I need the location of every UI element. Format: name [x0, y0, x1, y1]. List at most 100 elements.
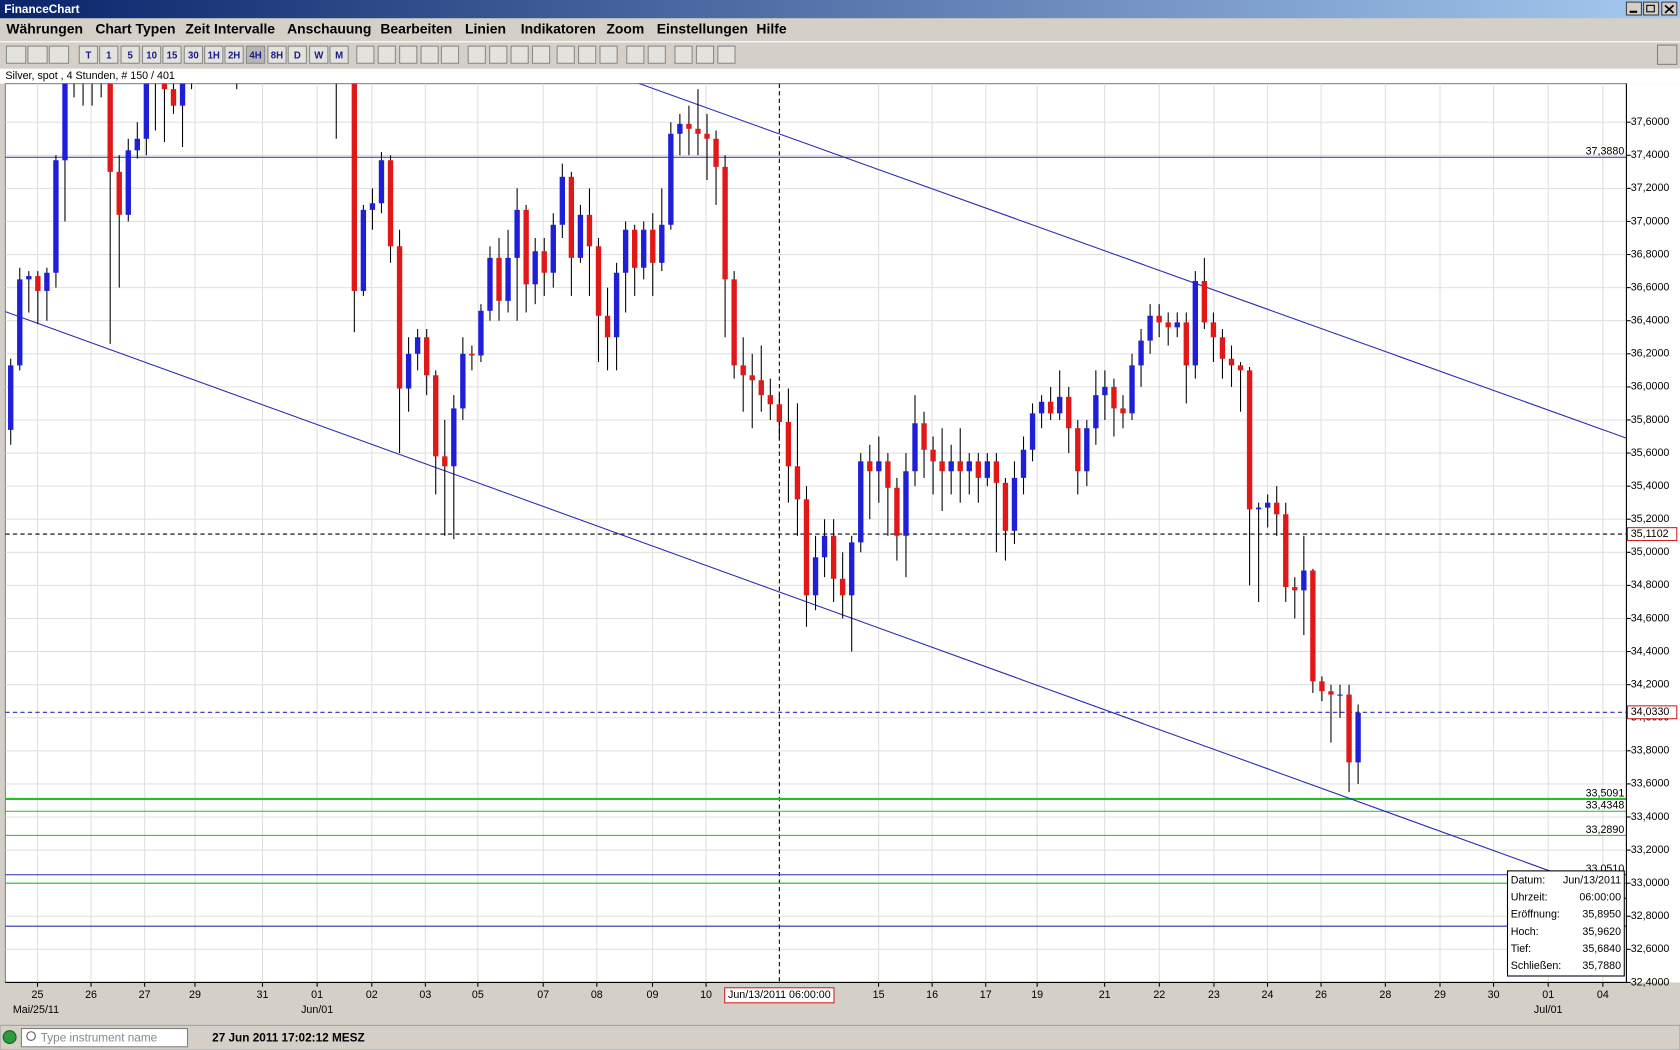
toolbar-icon[interactable]	[399, 45, 418, 64]
toolbar-icon[interactable]	[647, 45, 666, 64]
info-label: Tief:	[1511, 943, 1531, 955]
menu-item[interactable]: Zeit Intervalle	[185, 21, 275, 37]
search-box[interactable]	[20, 1028, 189, 1048]
menu-item[interactable]: Bearbeiten	[380, 21, 452, 37]
toolbar-icon[interactable]	[510, 45, 529, 64]
timeframe-button[interactable]	[329, 45, 349, 64]
candle-body	[17, 279, 23, 366]
timeframe-button[interactable]	[267, 45, 287, 64]
candle-body	[1346, 694, 1352, 763]
info-value: 35,7880	[1582, 960, 1621, 972]
timeframe-button[interactable]	[99, 45, 119, 64]
candle-body	[550, 224, 556, 273]
info-line-bg	[0, 68, 1680, 84]
candle-body	[1201, 281, 1208, 323]
candle-body	[179, 83, 186, 106]
x-tick-label: 01	[1542, 989, 1554, 1001]
x-tick-label: 21	[1099, 989, 1111, 1001]
chart-title: Silver, spot , 4 Stunden, # 150 / 401	[5, 70, 175, 82]
menu-item[interactable]: Hilfe	[756, 21, 786, 37]
candle-body	[360, 209, 367, 291]
x-tick-label: 16	[926, 989, 938, 1001]
candle-body	[1174, 322, 1180, 328]
toolbar-icon[interactable]	[599, 45, 618, 64]
candle-body	[1183, 322, 1189, 366]
x-tick-label: 09	[647, 989, 659, 1001]
timeframe-button[interactable]	[141, 45, 162, 64]
menu-item[interactable]: Chart Typen	[95, 21, 175, 37]
y-tick-label: 34,2000	[1631, 678, 1670, 690]
timeframe-button[interactable]	[245, 45, 266, 64]
timeframe-button[interactable]	[78, 45, 99, 64]
candle-body	[1129, 365, 1135, 414]
candle-body	[984, 461, 991, 478]
toolbar-icon[interactable]	[420, 45, 439, 64]
menu-item[interactable]: Indikatoren	[521, 21, 596, 37]
info-box-bg	[1506, 870, 1625, 977]
candle-body	[1120, 408, 1126, 414]
timeframe-button[interactable]	[309, 45, 329, 64]
toolbar-icon[interactable]	[5, 45, 27, 64]
timeframe-button[interactable]	[120, 45, 140, 64]
candle-body	[496, 257, 502, 301]
minimize-button[interactable]	[1625, 1, 1642, 16]
candle-body	[731, 279, 737, 366]
timeframe-button[interactable]	[287, 45, 307, 64]
y-tick-label: 32,4000	[1631, 976, 1670, 988]
toolbar-icon[interactable]	[556, 45, 575, 64]
info-value: 06:00:00	[1579, 892, 1621, 904]
status-datetime: 27 Jun 2011 17:02:12 MESZ	[212, 1031, 365, 1044]
candle-body	[1038, 401, 1045, 414]
timeframe-button[interactable]	[162, 45, 182, 64]
toolbar-icon[interactable]	[377, 45, 396, 64]
candle-body	[577, 214, 584, 258]
toolbar-icon[interactable]	[356, 45, 375, 64]
x-tick-label: 30	[1488, 989, 1500, 1001]
candle-body	[1274, 502, 1280, 515]
candle-body	[704, 133, 710, 139]
y-tick-label: 34,6000	[1631, 612, 1670, 624]
y-tick-label: 36,0000	[1631, 381, 1670, 393]
window-buttons[interactable]	[1625, 1, 1678, 16]
y-tick-label: 34,8000	[1631, 579, 1670, 591]
menu-item[interactable]: Zoom	[606, 21, 644, 37]
timeframe-button[interactable]	[183, 45, 204, 64]
toolbar-icon[interactable]	[489, 45, 508, 64]
toolbar-icon[interactable]	[626, 45, 645, 64]
menu-item[interactable]: Anschauung	[287, 21, 371, 37]
timeframe-button[interactable]	[224, 45, 244, 64]
x-tick-label: 29	[189, 989, 201, 1001]
candle-body	[424, 337, 430, 376]
timeframe-label: 8H	[271, 50, 283, 61]
candle-body	[351, 83, 358, 291]
toolbar-icon[interactable]	[27, 45, 48, 64]
candle-body	[939, 461, 945, 472]
menu-item[interactable]: Einstellungen	[657, 21, 748, 37]
candle-body	[912, 423, 918, 472]
toolbar-icon[interactable]	[674, 45, 693, 64]
timeframe-button[interactable]	[204, 45, 224, 64]
toolbar-icon[interactable]	[717, 45, 736, 64]
toolbar-icon[interactable]	[467, 45, 486, 64]
candle-body	[1093, 395, 1099, 429]
y-tick-label: 32,8000	[1631, 910, 1670, 922]
candle-body	[378, 160, 385, 204]
y-tick-label: 33,4000	[1631, 811, 1670, 823]
candle-body	[641, 229, 647, 268]
candle-body	[387, 160, 394, 247]
x-tick-label: 28	[1379, 989, 1391, 1001]
connection-icon	[2, 1030, 17, 1045]
candle-body	[1337, 694, 1343, 696]
toolbar-icon[interactable]	[578, 45, 597, 64]
panel-toggle[interactable]	[1656, 44, 1678, 65]
toolbar-icon[interactable]	[48, 45, 70, 64]
toolbar-icon[interactable]	[695, 45, 715, 64]
timeframe-label: M	[335, 50, 343, 61]
candle-body	[966, 461, 972, 472]
restore-button[interactable]	[1643, 1, 1660, 16]
candle-body	[1355, 712, 1361, 763]
menu-item[interactable]: Linien	[465, 21, 506, 37]
toolbar-icon[interactable]	[440, 45, 460, 64]
menu-item[interactable]: Währungen	[6, 21, 83, 37]
toolbar-icon[interactable]	[531, 45, 551, 64]
